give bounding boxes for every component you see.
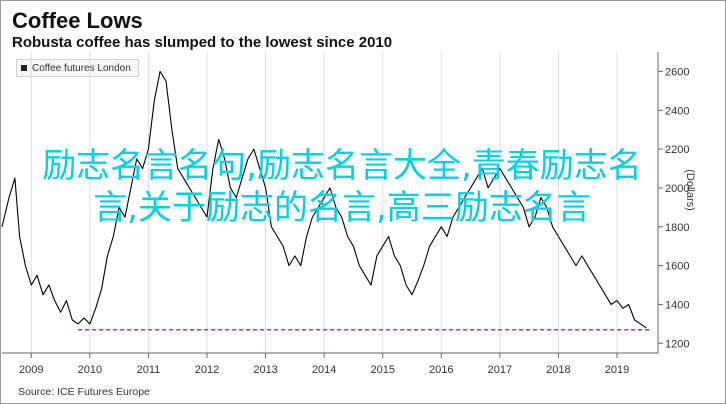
x-tick-label-2019: 2019	[605, 364, 629, 376]
x-tick-label-2011: 2011	[137, 364, 161, 376]
source-note: Source: ICE Futures Europe	[18, 386, 150, 398]
y-tick-label-1600: 1600	[665, 261, 689, 273]
x-tick-label-2018: 2018	[546, 364, 570, 376]
chart-subtitle: Robusta coffee has slumped to the lowest…	[12, 34, 393, 51]
y-tick-label-1800: 1800	[665, 222, 689, 234]
x-tick-label-2009: 2009	[19, 364, 43, 376]
watermark-overlay: 励志名言名句,励志名言大全,青春励志名言,关于励志的名言,高三励志名言	[42, 146, 642, 228]
series-line-0	[1, 70, 647, 329]
legend: Coffee futures London	[16, 59, 139, 77]
y-tick-label-2000: 2000	[665, 183, 689, 195]
x-tick-label-2016: 2016	[429, 364, 453, 376]
legend-label: Coffee futures London	[32, 62, 131, 74]
x-tick-label-2017: 2017	[488, 364, 512, 376]
y-tick-label-1200: 1200	[665, 338, 689, 350]
x-tick-label-2010: 2010	[78, 364, 102, 376]
y-tick-label-2600: 2600	[665, 66, 689, 78]
x-tick-label-2014: 2014	[312, 364, 336, 376]
chart-title: Coffee Lows	[12, 8, 143, 33]
x-tick-label-2012: 2012	[195, 364, 219, 376]
x-tick-label-2013: 2013	[253, 364, 277, 376]
x-tick-label-2015: 2015	[370, 364, 394, 376]
y-tick-label-2400: 2400	[665, 105, 689, 117]
y-tick-label-2200: 2200	[665, 144, 689, 156]
y-axis-label: (Dollars)	[684, 169, 696, 211]
y-tick-label-1400: 1400	[665, 299, 689, 311]
legend-swatch	[21, 65, 27, 71]
